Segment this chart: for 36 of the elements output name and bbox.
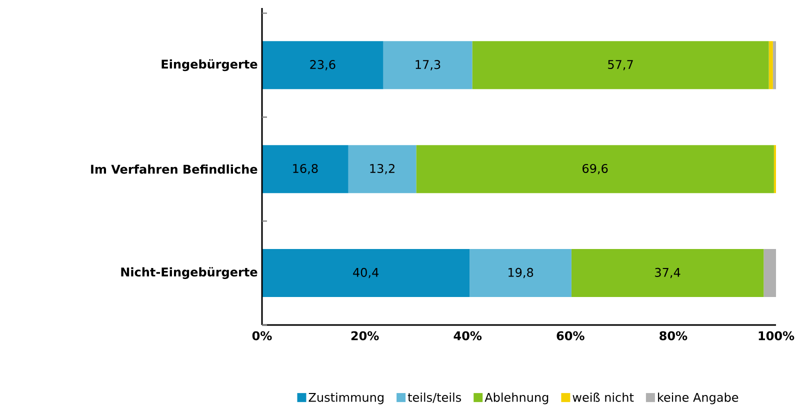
bar: [472, 41, 769, 90]
data-label: 16,8: [293, 164, 318, 174]
bar: [774, 145, 776, 194]
bar: [348, 145, 416, 194]
x-tick-label: 0%: [252, 331, 272, 340]
y-tick-label: Nicht-Eingebürgerte: [121, 267, 258, 279]
x-tick-label: 60%: [556, 331, 584, 340]
bar: [416, 145, 774, 194]
bar: [383, 41, 472, 90]
bar: [262, 145, 348, 194]
data-label: 37,4: [655, 268, 680, 278]
legend-label: Zustimmung: [308, 392, 384, 404]
y-tick-label: Im Verfahren Befindliche: [91, 164, 258, 174]
bar: [470, 249, 572, 298]
data-label: 13,2: [370, 164, 394, 174]
x-tick-label: 80%: [660, 331, 688, 340]
bar: [768, 41, 773, 90]
legend-label: weiß nicht: [572, 392, 634, 402]
bar: [262, 249, 470, 298]
y-tick-label: Eingebürgerte: [162, 59, 258, 72]
x-tick-label: 100%: [758, 331, 794, 340]
legend-label: Ablehnung: [484, 392, 548, 404]
legend-label: teils/teils: [408, 392, 462, 403]
data-label: 40,4: [353, 268, 379, 278]
data-label: 69,6: [582, 164, 608, 174]
legend-label: keine Angabe: [658, 392, 738, 404]
x-tick-label: 40%: [454, 331, 482, 340]
data-label: 17,3: [416, 60, 440, 70]
data-label: 19,8: [508, 268, 534, 278]
data-label: 57,7: [608, 60, 633, 70]
x-tick-label: 20%: [351, 331, 379, 340]
bar: [571, 249, 764, 298]
bar: [262, 41, 384, 90]
bar: [772, 41, 776, 90]
bar: [764, 249, 776, 298]
data-label: 23,6: [310, 60, 336, 70]
